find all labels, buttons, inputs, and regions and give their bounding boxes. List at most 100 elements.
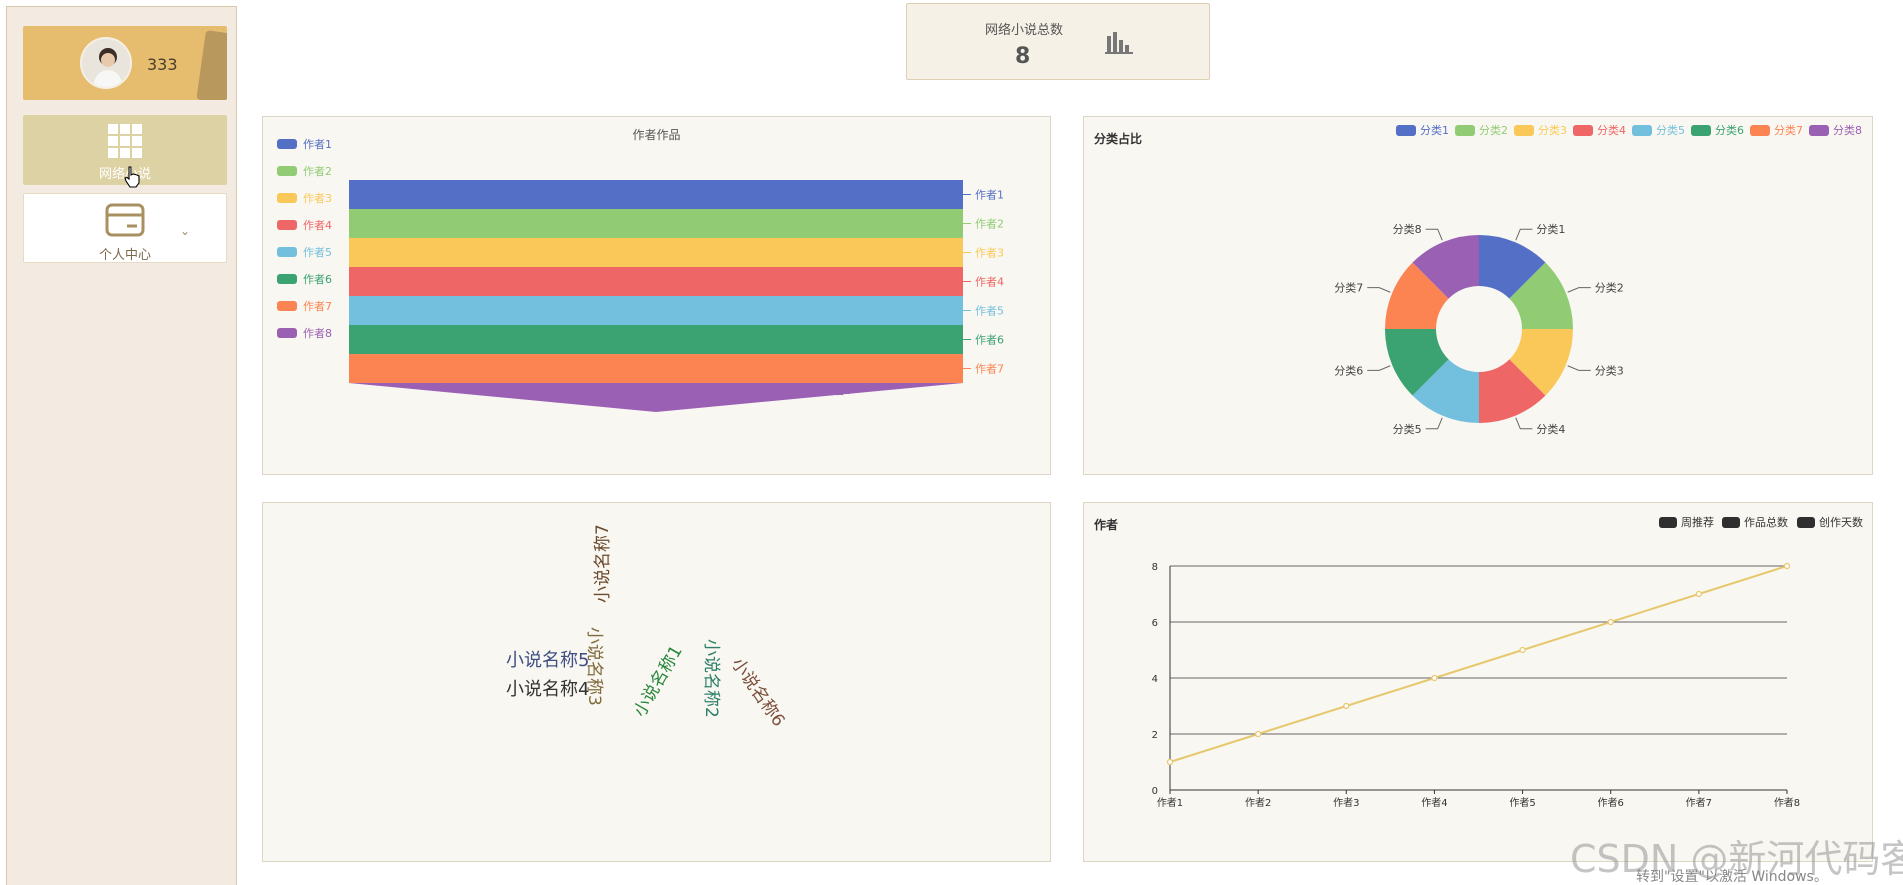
x-tick-label: 作者2 <box>1245 797 1271 809</box>
legend-swatch <box>1750 125 1770 136</box>
slice-leader <box>1425 417 1443 430</box>
wordcloud-word: 小说名称1 <box>630 642 687 720</box>
funnel-segment <box>349 354 963 383</box>
slice-leader <box>1425 228 1443 241</box>
sidebar-item-personal-center[interactable]: 个人中心 ⌄ <box>23 193 227 263</box>
author-works-panel: 作者作品 作者1 作者2 作者3 作者4 作者5 作者6 作者7 作者8 作者1 作者2 作者3 作者… <box>262 116 1051 475</box>
card-icon <box>105 203 145 237</box>
legend-label: 分类3 <box>1538 123 1567 137</box>
watermark: CSDN @新河代码客 <box>1570 837 1903 881</box>
legend-label: 分类7 <box>1774 123 1803 137</box>
novel-wordcloud-panel: 小说名称5 小说名称4 小说名称3 小说名称7 小说名称1 小说名称2 小说名称6 <box>262 502 1051 862</box>
panel-title: 分类占比 <box>1094 132 1143 146</box>
slice-leader <box>1567 365 1591 371</box>
x-tick-label: 作者3 <box>1333 797 1359 809</box>
legend-label: 作者6 <box>303 273 332 286</box>
legend-swatch <box>1573 125 1593 136</box>
data-point <box>1783 562 1791 570</box>
legend-swatch <box>277 274 297 284</box>
category-share-panel: 分类占比 分类1 分类2 分类3 分类4 分类5 分类6 分类7 分类8 分类1 分类2 分类3 分类… <box>1083 116 1873 475</box>
legend-swatch <box>1514 125 1534 136</box>
legend-swatch <box>1455 125 1475 136</box>
funnel-segment <box>349 238 963 267</box>
y-tick-label: 0 <box>1152 786 1158 797</box>
line-chart: 周推荐 作品总数 创作天数 0 2 4 6 8 作者1 作者2 作者3 作者4 作者5 作者6 作者7 作者8 <box>1152 515 1863 809</box>
x-tick-label: 作者6 <box>1598 797 1624 809</box>
y-tick-label: 8 <box>1152 562 1158 573</box>
slice-leader <box>1515 417 1533 430</box>
wordcloud-word: 小说名称7 <box>593 524 613 603</box>
funnel-label: 作者3 <box>975 247 1004 260</box>
chevron-down-icon[interactable]: ⌄ <box>179 224 190 238</box>
data-point <box>1343 702 1350 710</box>
legend-swatch <box>1809 125 1829 136</box>
legend-label: 分类1 <box>1420 123 1449 137</box>
wordcloud-word: 小说名称6 <box>727 654 789 730</box>
pie-slice <box>1509 329 1573 396</box>
pie-slice <box>1479 235 1546 299</box>
y-tick-label: 6 <box>1152 618 1158 629</box>
legend-swatch <box>1691 125 1711 136</box>
funnel-segment <box>349 209 963 238</box>
slice-label: 分类6 <box>1334 363 1363 377</box>
series-line <box>1169 565 1788 763</box>
legend-label: 分类5 <box>1656 123 1685 137</box>
panel-title: 作者作品 <box>632 128 681 142</box>
legend-label: 作者8 <box>303 327 332 340</box>
funnel-segment <box>349 383 963 412</box>
slice-leader <box>1515 228 1533 241</box>
data-point <box>1166 758 1174 766</box>
slice-label: 分类3 <box>1595 363 1624 377</box>
wordcloud-word: 小说名称4 <box>506 679 589 700</box>
stat-value: 8 <box>1015 44 1031 69</box>
avatar[interactable] <box>80 37 132 89</box>
legend-label: 创作天数 <box>1819 516 1863 529</box>
wordcloud-word: 小说名称3 <box>584 627 604 706</box>
sidebar: 333 网络小说 个人中心 ⌄ <box>6 6 237 885</box>
legend-swatch <box>277 193 297 203</box>
legend-label: 作者3 <box>303 192 332 205</box>
legend-swatch <box>277 247 297 257</box>
hand-cursor-icon <box>124 166 140 188</box>
legend-swatch <box>1396 125 1416 136</box>
x-tick-label: 作者8 <box>1774 797 1800 809</box>
data-point <box>1695 590 1702 598</box>
legend-label: 分类8 <box>1833 123 1862 137</box>
bar-chart-icon <box>1105 32 1133 54</box>
slice-label: 分类1 <box>1536 222 1565 236</box>
funnel-chart: 作者1 作者2 作者3 作者4 作者5 作者6 作者7 作者8 作者1 作者2 作者3 作者4 作者5 作… <box>277 138 1004 412</box>
slice-label: 分类5 <box>1393 422 1422 436</box>
legend-label: 作者4 <box>303 219 332 232</box>
slice-label: 分类7 <box>1334 281 1363 295</box>
funnel-segment <box>349 325 963 354</box>
sidebar-item-novels[interactable]: 网络小说 <box>23 115 227 185</box>
legend-swatch <box>1632 125 1652 136</box>
data-point <box>1255 730 1262 738</box>
funnel-label: 作者6 <box>975 334 1004 347</box>
legend-swatch <box>277 139 297 149</box>
funnel-segment <box>349 267 963 296</box>
funnel-label: 作者8 <box>823 384 852 397</box>
legend-swatch <box>1722 517 1740 528</box>
x-tick-label: 作者5 <box>1509 797 1535 809</box>
funnel-label: 作者1 <box>975 189 1004 202</box>
slice-leader <box>1367 287 1391 293</box>
legend-swatch <box>277 328 297 338</box>
legend-label: 作者2 <box>303 165 332 178</box>
pie-slice <box>1385 329 1449 396</box>
legend-swatch <box>277 220 297 230</box>
slice-leader <box>1367 365 1391 371</box>
funnel-segment <box>349 296 963 325</box>
funnel-label: 作者2 <box>975 218 1004 231</box>
slice-label: 分类4 <box>1536 422 1565 436</box>
slice-leader <box>1567 287 1591 293</box>
data-point <box>1431 674 1438 682</box>
windows-activation-note: 转到"设置"以激活 Windows。 <box>1636 869 1828 885</box>
legend-label: 作者5 <box>303 246 332 259</box>
legend-swatch <box>277 166 297 176</box>
panel-title: 作者 <box>1094 518 1119 532</box>
user-card[interactable]: 333 <box>23 26 227 100</box>
pie-slice <box>1385 262 1449 329</box>
legend-swatch <box>1659 517 1677 528</box>
